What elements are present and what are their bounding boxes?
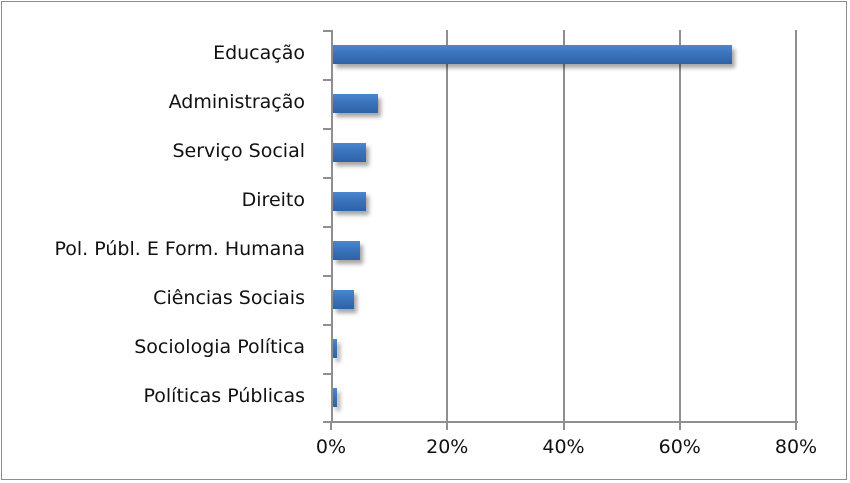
y-tick	[323, 226, 332, 228]
y-axis	[331, 30, 333, 422]
x-tick	[330, 421, 332, 430]
bar	[333, 143, 366, 162]
x-tick-label: 20%	[426, 436, 469, 458]
gridline	[562, 30, 565, 422]
y-tick	[323, 79, 332, 81]
y-tick	[323, 30, 332, 32]
category-label: Sociologia Política	[134, 335, 305, 358]
bar	[333, 45, 733, 64]
y-tick	[323, 421, 332, 423]
x-tick-label: 0%	[315, 436, 347, 458]
category-label: Pol. Públ. E Form. Humana	[54, 237, 306, 260]
x-tick-label: 40%	[542, 436, 585, 458]
x-tick-label: 60%	[658, 436, 701, 458]
category-label: Administração	[168, 90, 305, 113]
category-label: Ciências Sociais	[153, 286, 305, 309]
gridline	[795, 30, 797, 422]
category-label: Educação	[213, 41, 305, 64]
x-tick-label: 80%	[774, 436, 818, 458]
y-tick	[323, 177, 332, 179]
y-tick	[323, 128, 332, 130]
category-label: Direito	[241, 188, 305, 211]
gridline	[678, 30, 681, 422]
bar	[333, 388, 337, 407]
x-tick	[446, 421, 449, 430]
plot-area	[323, 30, 798, 430]
bar	[333, 241, 361, 260]
x-tick	[678, 421, 681, 430]
y-tick	[323, 275, 332, 277]
y-tick	[323, 373, 332, 375]
bar	[333, 94, 378, 113]
x-tick	[562, 421, 565, 430]
x-tick	[795, 421, 797, 430]
x-axis	[323, 421, 798, 423]
y-tick	[323, 324, 332, 326]
bar	[333, 339, 337, 358]
bar	[333, 290, 355, 309]
category-label: Políticas Públicas	[143, 384, 306, 407]
bar	[333, 192, 366, 211]
gridline	[446, 30, 449, 422]
category-label: Serviço Social	[172, 139, 305, 162]
